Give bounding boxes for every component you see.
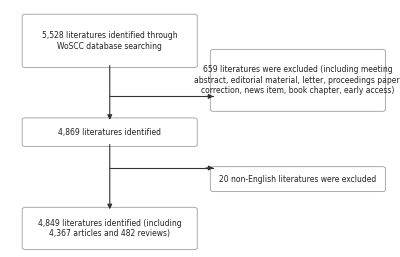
FancyBboxPatch shape [210, 167, 386, 191]
Text: 4,869 literatures identified: 4,869 literatures identified [58, 128, 161, 137]
Text: 5,528 literatures identified through
WoSCC database searching: 5,528 literatures identified through WoS… [42, 31, 178, 51]
FancyBboxPatch shape [22, 207, 197, 250]
Text: 659 literatures were excluded (including meeting
abstract, editorial material, l: 659 literatures were excluded (including… [194, 66, 400, 95]
FancyBboxPatch shape [210, 49, 386, 111]
Text: 4,849 literatures identified (including
4,367 articles and 482 reviews): 4,849 literatures identified (including … [38, 219, 182, 238]
FancyBboxPatch shape [22, 14, 197, 68]
Text: 20 non-English literatures were excluded: 20 non-English literatures were excluded [219, 175, 376, 183]
FancyBboxPatch shape [22, 118, 197, 146]
